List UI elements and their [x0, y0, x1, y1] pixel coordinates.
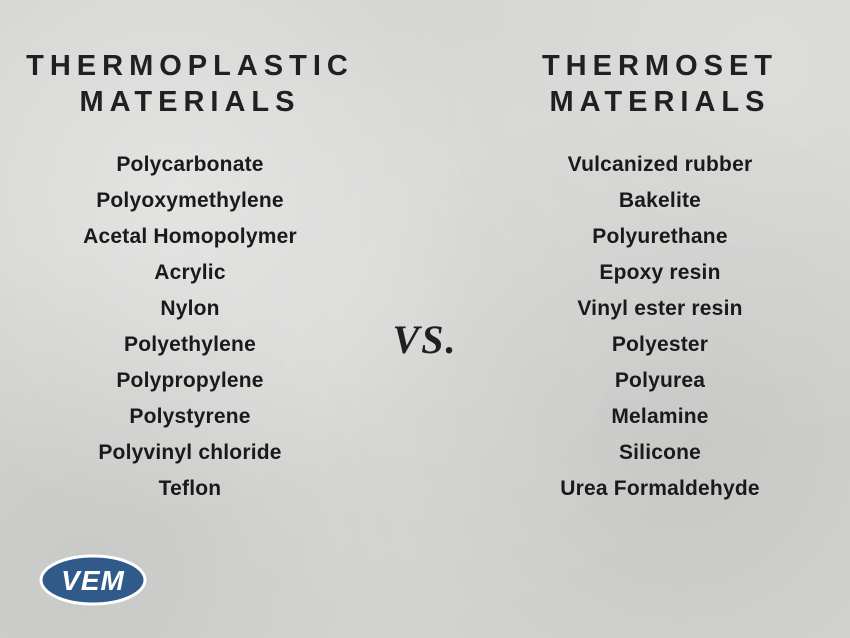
- list-item: Polyurea: [615, 369, 705, 393]
- list-item: Acetal Homopolymer: [83, 225, 297, 249]
- list-item: Silicone: [619, 441, 701, 465]
- list-item: Nylon: [160, 297, 219, 321]
- left-column: THERMOPLASTIC MATERIALS Polycarbonate Po…: [0, 0, 380, 638]
- list-item: Vulcanized rubber: [568, 153, 753, 177]
- right-heading-line2: MATERIALS: [549, 86, 770, 118]
- list-item: Polypropylene: [116, 369, 263, 393]
- list-item: Polyethylene: [124, 333, 256, 357]
- list-item: Polyester: [612, 333, 708, 357]
- left-heading: THERMOPLASTIC MATERIALS: [16, 48, 364, 121]
- list-item: Bakelite: [619, 189, 701, 213]
- list-item: Acrylic: [154, 261, 225, 285]
- vem-logo: VEM: [38, 553, 148, 612]
- list-item: Polycarbonate: [116, 153, 263, 177]
- list-item: Epoxy resin: [599, 261, 720, 285]
- center-column: VS.: [380, 0, 470, 638]
- vs-label: VS.: [393, 316, 458, 363]
- left-heading-line2: MATERIALS: [79, 86, 300, 118]
- list-item: Polystyrene: [129, 405, 250, 429]
- vem-logo-icon: VEM: [38, 553, 148, 607]
- list-item: Melamine: [611, 405, 708, 429]
- right-column: THERMOSET MATERIALS Vulcanized rubber Ba…: [470, 0, 850, 638]
- right-heading-line1: THERMOSET: [542, 50, 778, 82]
- left-heading-line1: THERMOPLASTIC: [26, 50, 354, 82]
- list-item: Polyurethane: [592, 225, 727, 249]
- list-item: Teflon: [159, 477, 222, 501]
- list-item: Urea Formaldehyde: [560, 477, 759, 501]
- right-heading: THERMOSET MATERIALS: [532, 48, 788, 121]
- comparison-infographic: THERMOPLASTIC MATERIALS Polycarbonate Po…: [0, 0, 850, 638]
- left-list: Polycarbonate Polyoxymethylene Acetal Ho…: [83, 153, 297, 501]
- list-item: Polyvinyl chloride: [98, 441, 281, 465]
- list-item: Polyoxymethylene: [96, 189, 284, 213]
- vem-logo-text: VEM: [61, 565, 125, 596]
- list-item: Vinyl ester resin: [577, 297, 742, 321]
- right-list: Vulcanized rubber Bakelite Polyurethane …: [560, 153, 759, 501]
